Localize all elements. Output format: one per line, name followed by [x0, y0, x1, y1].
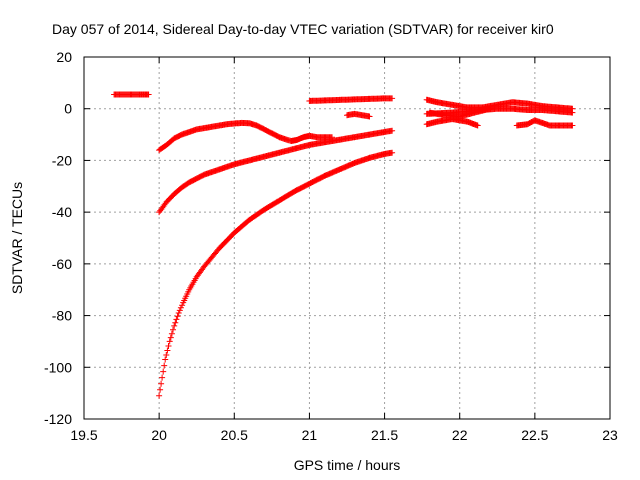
data-point-markers — [156, 127, 396, 216]
x-tick-label: 21 — [302, 427, 318, 443]
series-s2 — [156, 119, 335, 154]
x-axis-label: GPS time / hours — [294, 457, 401, 473]
data-markers — [111, 91, 576, 399]
y-tick-label: -120 — [44, 411, 72, 427]
series-s1 — [111, 91, 152, 98]
series-s6 — [344, 110, 373, 120]
x-tick-label: 21.5 — [371, 427, 398, 443]
y-tick-label: -60 — [52, 256, 72, 272]
series-s5 — [306, 95, 396, 104]
y-tick-label: 0 — [64, 101, 72, 117]
y-axis-label: SDTVAR / TECUs — [9, 182, 25, 294]
x-tick-label: 20.5 — [221, 427, 248, 443]
data-point-markers — [306, 95, 396, 104]
plot-frame — [83, 56, 611, 420]
series-s11 — [513, 117, 576, 129]
data-point-markers — [423, 116, 481, 129]
y-tick-label: -80 — [52, 308, 72, 324]
series-s7 — [423, 96, 576, 112]
data-point-markers — [111, 91, 152, 98]
data-point-markers — [426, 105, 493, 120]
x-tick-label: 22.5 — [521, 427, 548, 443]
series-s9 — [423, 116, 481, 129]
chart-title: Day 057 of 2014, Sidereal Day-to-day VTE… — [52, 21, 554, 37]
axis-ticks: 19.5 20 20.5 21 21.5 22 22.5 23 -120 -100 -80 -60 -4… — [44, 49, 618, 443]
series-s10 — [426, 105, 493, 120]
series-s4 — [156, 149, 396, 399]
data-point-markers — [423, 96, 576, 112]
y-tick-label: 20 — [56, 49, 72, 65]
x-tick-label: 23 — [602, 427, 618, 443]
y-tick-label: -40 — [52, 204, 72, 220]
x-tick-label: 19.5 — [70, 427, 97, 443]
data-point-markers — [344, 110, 373, 120]
y-tick-label: -100 — [44, 359, 72, 375]
data-point-markers — [156, 119, 335, 154]
data-point-markers — [156, 149, 396, 399]
y-tick-label: -20 — [52, 152, 72, 168]
x-tick-label: 22 — [452, 427, 468, 443]
series-s3 — [156, 127, 396, 216]
x-tick-label: 20 — [151, 427, 167, 443]
data-point-markers — [513, 117, 576, 129]
